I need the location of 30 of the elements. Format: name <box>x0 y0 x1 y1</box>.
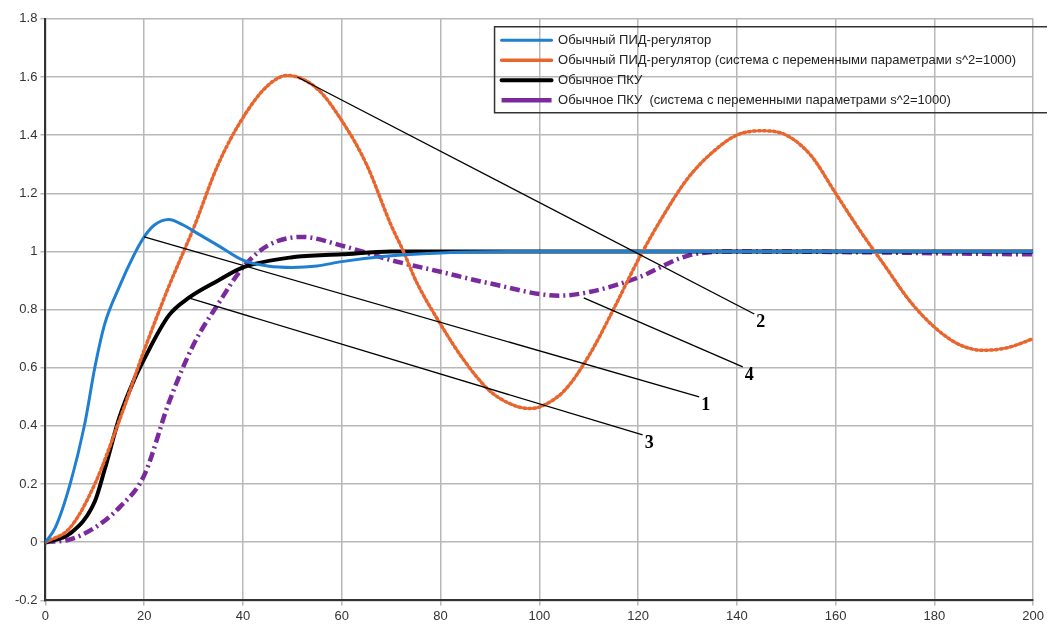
x-tick-label: 20 <box>136 607 152 623</box>
y-tick-label: 0 <box>30 533 38 549</box>
x-tick-label: 0 <box>41 607 50 623</box>
x-tick-label: 80 <box>433 607 448 623</box>
annotation: 1 <box>701 393 711 414</box>
y-tick-label: 1.6 <box>19 68 38 84</box>
x-tick-label: 140 <box>725 607 748 623</box>
annotation: 3 <box>644 431 654 452</box>
x-tick-label: 100 <box>528 607 551 623</box>
x-tick-label: 180 <box>923 607 946 623</box>
y-tick-label: 0.4 <box>19 417 38 433</box>
legend-label: Обычный ПИД-регулятор (система с переменными параметрами s^2=1000) <box>558 51 1017 67</box>
legend-label: Обычное ПКУ (система с переменными параметрами s^2=1000) <box>558 91 951 107</box>
x-tick-label: 120 <box>627 607 649 623</box>
y-tick-label: 0.2 <box>19 475 38 491</box>
x-tick-label: 40 <box>235 607 251 623</box>
y-tick-label: 1.4 <box>19 126 38 142</box>
x-tick-label: 160 <box>824 607 847 623</box>
y-tick-label: 1.2 <box>19 184 38 200</box>
y-tick-label: -0.2 <box>14 591 38 607</box>
y-tick-label: 1.8 <box>19 10 38 26</box>
legend-label: Обычное ПКУ <box>558 71 644 87</box>
x-tick-label: 200 <box>1022 607 1045 623</box>
y-tick-label: 1 <box>30 243 38 259</box>
legend-label: Обычный ПИД-регулятор <box>558 31 712 47</box>
x-tick-label: 60 <box>334 607 349 623</box>
annotation: 4 <box>744 363 754 384</box>
annotation: 2 <box>756 310 766 331</box>
y-tick-label: 0.6 <box>19 359 38 375</box>
y-tick-label: 0.8 <box>19 301 38 317</box>
